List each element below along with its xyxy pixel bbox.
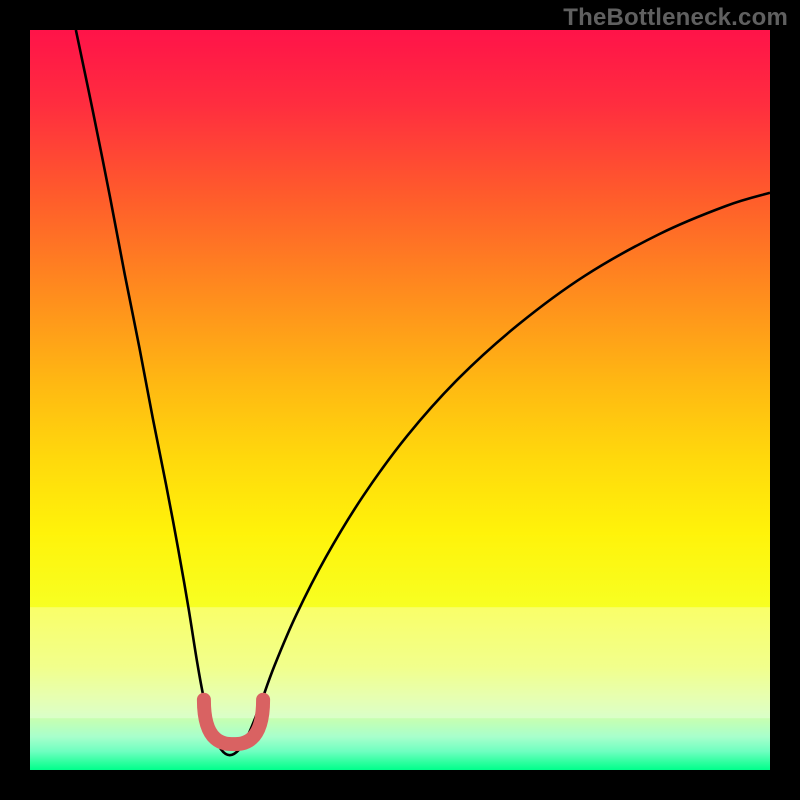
watermark-label: TheBottleneck.com [563,4,788,32]
pale-yellow-band [30,607,770,718]
chart-canvas: TheBottleneck.com [0,0,800,800]
bottleneck-chart-svg [0,0,800,800]
